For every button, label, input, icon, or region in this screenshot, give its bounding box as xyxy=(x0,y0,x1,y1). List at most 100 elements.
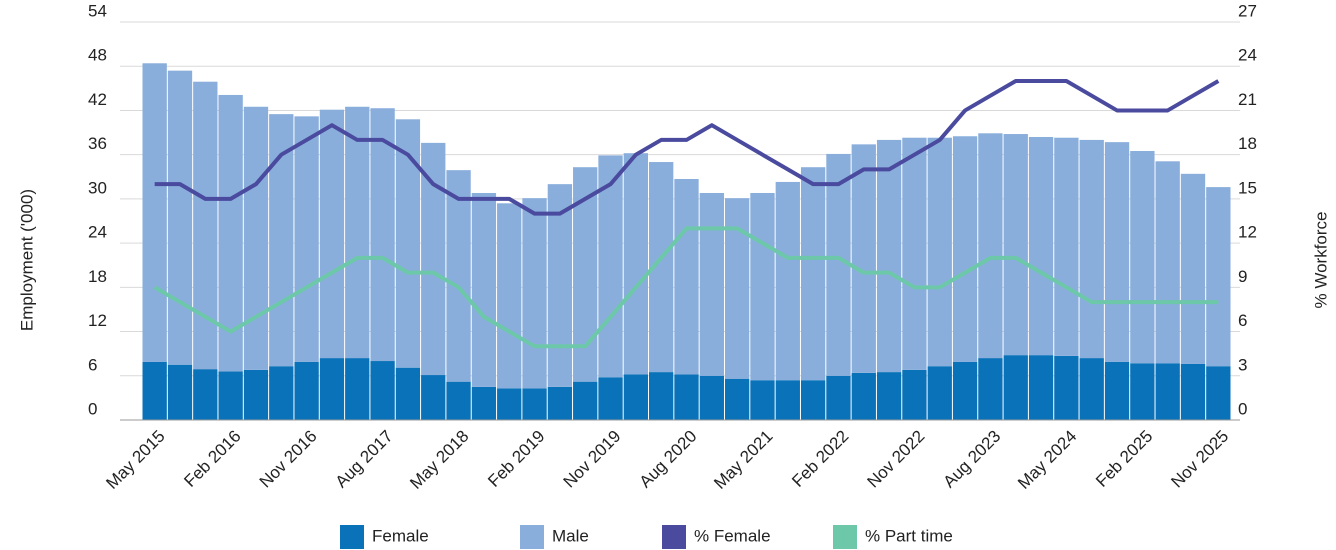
legend-swatch xyxy=(662,525,686,549)
bar-segment xyxy=(1079,139,1104,359)
bar-segment xyxy=(699,375,724,420)
bar-segment xyxy=(193,81,218,370)
bar-segment xyxy=(952,136,978,362)
bar-segment xyxy=(370,361,395,420)
y2-tick-label: 27 xyxy=(1238,1,1257,20)
line-series xyxy=(154,78,1220,216)
bar-segment xyxy=(497,203,522,389)
bar-segment xyxy=(1130,150,1155,364)
bar-segment xyxy=(674,178,699,375)
bar-segment xyxy=(1155,161,1180,364)
y-tick-label: 0 xyxy=(88,399,97,418)
y2-tick-label: 15 xyxy=(1238,178,1257,197)
x-tick-label: Nov 2025 xyxy=(1167,427,1232,492)
y-axis-title: Employment ('000) xyxy=(17,189,36,331)
x-tick-label: May 2021 xyxy=(710,427,776,493)
legend-label: % Female xyxy=(694,526,771,545)
x-tick-label: Feb 2016 xyxy=(180,427,244,491)
bar-segment xyxy=(1054,355,1079,420)
bar-segment xyxy=(421,142,446,376)
bar-segment xyxy=(699,192,724,376)
x-tick-label: Aug 2023 xyxy=(939,427,1004,492)
bar-segment xyxy=(193,369,218,420)
bar-segment xyxy=(978,133,1003,359)
bar-segment xyxy=(800,167,826,381)
bar-segment xyxy=(547,386,573,420)
x-tick-label: May 2018 xyxy=(406,427,472,493)
bar-segment xyxy=(294,116,319,362)
y-tick-label: 30 xyxy=(88,178,107,197)
bar-segment xyxy=(243,106,269,370)
bar-segment xyxy=(1003,355,1028,420)
bar-segment xyxy=(623,153,649,375)
x-tick-label: May 2024 xyxy=(1014,427,1080,493)
x-tick-label: Nov 2019 xyxy=(560,427,625,492)
bar-segment xyxy=(142,63,167,362)
bar-segment xyxy=(345,358,370,420)
y2-tick-label: 9 xyxy=(1238,267,1247,286)
bar-segment xyxy=(598,377,623,420)
x-tick-label: Feb 2022 xyxy=(788,427,852,491)
bar-segment xyxy=(1180,363,1206,420)
bar-segment xyxy=(395,367,421,420)
bar-segment xyxy=(446,381,471,420)
bar-segment xyxy=(902,137,927,370)
bar-segment xyxy=(1028,355,1054,420)
bar-segment xyxy=(927,137,952,367)
bar-segment xyxy=(1028,136,1054,356)
bar-segment xyxy=(1054,137,1079,356)
legend-swatch xyxy=(833,525,857,549)
bar-segment xyxy=(573,381,598,420)
bar-segment xyxy=(471,386,497,420)
bar-segment xyxy=(851,144,876,373)
bar-segment xyxy=(800,380,826,420)
bar-segment xyxy=(1104,142,1130,362)
bar-segment xyxy=(876,372,902,420)
bar-segment xyxy=(927,366,952,420)
x-tick-label: Feb 2025 xyxy=(1092,427,1156,491)
bar-segment xyxy=(750,380,775,420)
bar-segment xyxy=(243,369,269,420)
bar-segment xyxy=(319,358,345,420)
y-tick-label: 6 xyxy=(88,355,97,374)
bar-segment xyxy=(775,380,800,420)
legend-swatch xyxy=(340,525,364,549)
y2-tick-label: 21 xyxy=(1238,90,1257,109)
bar-segment xyxy=(978,358,1003,420)
bar-segment xyxy=(674,374,699,420)
bar-segment xyxy=(724,378,750,420)
y2-tick-label: 6 xyxy=(1238,311,1247,330)
bar-segment xyxy=(851,372,876,420)
x-tick-label: Nov 2022 xyxy=(864,427,929,492)
bar-segment xyxy=(1206,366,1231,420)
bar-segment xyxy=(649,372,674,420)
bar-segment xyxy=(876,139,902,373)
x-tick-label: Nov 2016 xyxy=(256,427,321,492)
legend-swatch xyxy=(520,525,544,549)
y-tick-label: 48 xyxy=(88,46,107,65)
bar-segment xyxy=(750,192,775,381)
legend-label: Male xyxy=(552,526,589,545)
y-tick-label: 54 xyxy=(88,1,107,20)
bar-segment xyxy=(1180,173,1206,364)
bar-segment xyxy=(522,198,547,389)
bar-segment xyxy=(598,155,623,378)
bar-segment xyxy=(1003,134,1028,356)
y2-axis-title: % Workforce xyxy=(1311,212,1330,309)
y-tick-label: 12 xyxy=(88,311,107,330)
bar-segment xyxy=(1155,363,1180,420)
y-tick-label: 42 xyxy=(88,90,107,109)
bar-segment xyxy=(1079,358,1104,420)
y-tick-label: 24 xyxy=(88,223,107,242)
bar-segment xyxy=(269,366,294,420)
x-tick-label: Aug 2020 xyxy=(636,427,701,492)
bar-segment xyxy=(952,361,978,420)
bar-segment xyxy=(724,198,750,379)
y2-tick-label: 24 xyxy=(1238,46,1257,65)
bar-segment xyxy=(167,364,193,420)
bar-segment xyxy=(319,109,345,359)
x-tick-label: Feb 2019 xyxy=(484,427,548,491)
bar-segment xyxy=(167,70,193,365)
bar-segment xyxy=(547,184,573,387)
